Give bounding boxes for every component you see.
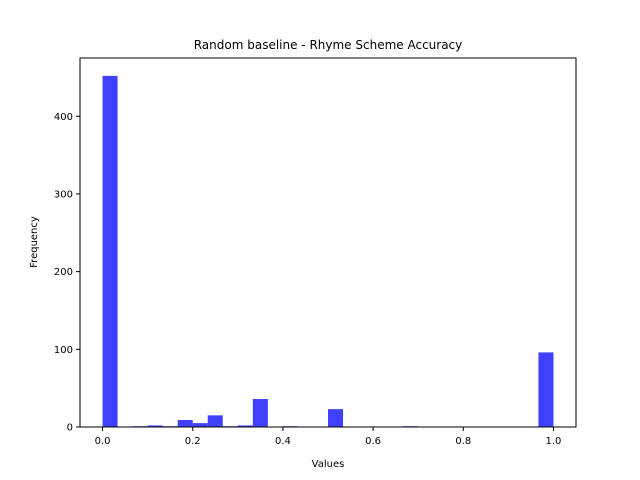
histogram-bar-9: [237, 425, 253, 427]
y-tick-label: 200: [54, 267, 73, 278]
x-tick-label: 0.2: [185, 436, 201, 447]
chart-title: Random baseline - Rhyme Scheme Accuracy: [194, 38, 463, 52]
histogram-bar-7: [207, 415, 223, 427]
x-tick-label: 0.0: [95, 436, 111, 447]
y-tick-label: 0: [67, 423, 73, 434]
histogram-bar-0: [102, 75, 118, 428]
x-axis-ticks: 0.0 0.2 0.4 0.6 0.8 1.0: [95, 427, 562, 447]
histogram-bar-3: [147, 425, 163, 427]
histogram-bar-15: [328, 409, 344, 427]
y-tick-label: 300: [54, 189, 73, 200]
y-tick-label: 400: [54, 112, 73, 123]
x-tick-label: 1.0: [546, 436, 562, 447]
y-axis-label: Frequency: [29, 216, 40, 268]
x-tick-label: 0.6: [365, 436, 381, 447]
histogram-bar-6: [192, 423, 208, 427]
bars-group: [102, 75, 554, 428]
x-tick-label: 0.8: [455, 436, 471, 447]
plot-area-frame: [79, 57, 577, 428]
y-tick-label: 100: [54, 345, 73, 356]
x-tick-label: 0.4: [275, 436, 291, 447]
histogram-bar-10: [252, 399, 268, 427]
histogram-bar-5: [177, 420, 193, 427]
x-axis-label: Values: [312, 459, 345, 470]
histogram-bar-29: [538, 352, 554, 427]
y-axis-ticks: 0 100 200 300 400: [54, 112, 80, 434]
